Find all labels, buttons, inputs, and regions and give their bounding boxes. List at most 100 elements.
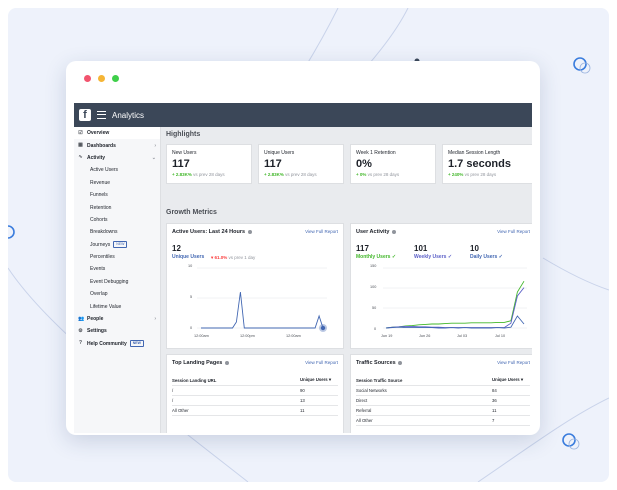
x-tick-label: 12:00am <box>194 334 209 338</box>
checkbox-icon: ☑ <box>78 129 83 136</box>
hover-marker[interactable] <box>320 325 326 331</box>
metric-value: 117 <box>264 158 282 170</box>
window-controls <box>84 75 119 82</box>
weekly-users-label[interactable]: Weekly Users ✓ <box>414 254 453 260</box>
card-title-text: Active Users: Last 24 Hours <box>172 229 246 235</box>
metric-delta: + 2.83K% vs prev 28 days <box>172 172 225 177</box>
sidebar-item-label: Lifetime Value <box>90 303 122 310</box>
y-tick-label: 0 <box>190 326 193 330</box>
table-row[interactable]: All Other 7 <box>356 416 530 426</box>
minimize-dot[interactable] <box>98 75 105 82</box>
sidebar-item-activity[interactable]: ∿ Activity ⌄ <box>74 152 160 164</box>
menu-icon[interactable] <box>97 111 106 119</box>
sidebar-item-settings[interactable]: ⚙ Settings <box>74 325 160 337</box>
card-title: Traffic Sources <box>356 360 403 366</box>
view-full-report-link[interactable]: View Full Report <box>497 360 530 365</box>
view-full-report-link[interactable]: View Full Report <box>497 229 530 234</box>
sidebar-item-label: Events <box>90 266 106 273</box>
sidebar-item-overlap[interactable]: Overlap <box>74 288 160 300</box>
sidebar-item-dashboards[interactable]: ▦ Dashboards › <box>74 139 160 151</box>
sidebar-item-label: Percentiles <box>90 254 115 261</box>
view-full-report-link[interactable]: View Full Report <box>305 229 338 234</box>
metric-card-median-session-length[interactable]: Median Session Length 1.7 seconds + 240%… <box>442 144 532 184</box>
table-cell: Referral <box>356 408 372 413</box>
column-header[interactable]: Session Traffic Source <box>356 377 403 383</box>
info-icon[interactable] <box>224 360 229 365</box>
sidebar-item-events[interactable]: Events <box>74 263 160 275</box>
table-cell: All Other <box>356 418 373 423</box>
table-cell: 11 <box>300 408 305 413</box>
table-row[interactable]: Referral 11 <box>356 406 530 416</box>
column-header[interactable]: Session Landing URL <box>172 377 217 383</box>
table-cell: / <box>172 388 174 393</box>
table-header: Session Traffic Source Unique Users ▾ <box>356 375 530 386</box>
card-title: User Activity <box>356 229 396 235</box>
sidebar-item-label: Active Users <box>90 167 119 174</box>
metric-card-new-users[interactable]: New Users 117 + 2.83K% vs prev 28 days <box>166 144 252 184</box>
table-row[interactable]: All Other 11 <box>172 406 338 416</box>
active-users-chart[interactable] <box>197 266 327 332</box>
column-header-sort[interactable]: Unique Users ▾ <box>492 377 524 382</box>
y-tick-label: 0 <box>374 327 377 331</box>
sidebar-item-people[interactable]: 👥 People › <box>74 313 160 325</box>
chevron-down-icon: ⌄ <box>151 154 156 161</box>
table-cell: Direct <box>356 398 368 403</box>
active-users-card: Active Users: Last 24 Hours View Full Re… <box>166 223 344 349</box>
delta-suffix: vs prev 28 days <box>191 172 225 177</box>
sidebar-item-help-community[interactable]: ? Help Community NEW <box>74 338 160 350</box>
people-icon: 👥 <box>78 315 85 322</box>
sidebar-item-lifetime-value[interactable]: Lifetime Value <box>74 300 160 312</box>
sidebar-item-revenue[interactable]: Revenue <box>74 177 160 189</box>
delta-value: + 240% <box>448 172 464 177</box>
sidebar-item-label: Overview <box>87 130 110 137</box>
metric-card-week1-retention[interactable]: Week 1 Retention 0% + 0% vs prev 28 days <box>350 144 436 184</box>
table-row[interactable]: / 13 <box>172 396 338 406</box>
info-icon[interactable] <box>247 229 252 234</box>
analytics-app: f Analytics ☑ Overview ▦ Dashboards › ∿ Acti… <box>74 103 532 433</box>
info-icon[interactable] <box>398 360 403 365</box>
table-cell: 7 <box>492 418 495 423</box>
sidebar-item-breakdowns[interactable]: Breakdowns <box>74 226 160 238</box>
metric-value: 117 <box>172 158 190 170</box>
view-full-report-link[interactable]: View Full Report <box>305 360 338 365</box>
series-line <box>385 315 525 329</box>
browser-window: f Analytics ☑ Overview ▦ Dashboards › ∿ Acti… <box>66 61 540 435</box>
user-activity-chart[interactable] <box>383 266 527 332</box>
sidebar-item-active-users[interactable]: Active Users <box>74 164 160 176</box>
sidebar: ☑ Overview ▦ Dashboards › ∿ Activity ⌄ Active… <box>74 127 161 433</box>
sidebar-item-label: Retention <box>90 204 112 211</box>
metric-card-unique-users[interactable]: Unique Users 117 + 2.83K% vs prev 28 day… <box>258 144 344 184</box>
close-dot[interactable] <box>84 75 91 82</box>
sidebar-item-retention[interactable]: Retention <box>74 201 160 213</box>
sidebar-item-journeys[interactable]: Journeys NEW <box>74 239 160 251</box>
sidebar-item-label: Cohorts <box>90 216 108 223</box>
sidebar-item-percentiles[interactable]: Percentiles <box>74 251 160 263</box>
table-row[interactable]: / 90 <box>172 386 338 396</box>
facebook-logo-icon[interactable]: f <box>79 109 91 121</box>
daily-users-label[interactable]: Daily Users ✓ <box>470 254 503 260</box>
sidebar-item-label: Help Community <box>87 340 127 347</box>
sidebar-item-label: Dashboards <box>87 142 116 149</box>
maximize-dot[interactable] <box>112 75 119 82</box>
weekly-users-value: 101 <box>414 244 428 253</box>
column-header-sort[interactable]: Unique Users ▾ <box>300 377 332 382</box>
table-cell: 36 <box>492 398 497 403</box>
delta-value: ▾ 61.0% <box>211 255 228 260</box>
table-row[interactable]: Social Networks 84 <box>356 386 530 396</box>
sidebar-item-cohorts[interactable]: Cohorts <box>74 214 160 226</box>
delta-value: + 0% <box>356 172 367 177</box>
x-tick-label: Jun 26 <box>419 334 431 338</box>
sidebar-item-overview[interactable]: ☑ Overview <box>74 127 160 140</box>
sidebar-item-funnels[interactable]: Funnels <box>74 189 160 201</box>
card-title-text: Traffic Sources <box>356 360 396 366</box>
sidebar-item-label: Settings <box>87 328 107 335</box>
monthly-users-label[interactable]: Monthly Users ✓ <box>356 254 397 260</box>
sidebar-item-event-debugging[interactable]: Event Debugging <box>74 276 160 288</box>
x-tick-label: Jul 10 <box>495 334 506 338</box>
x-tick-label: 12:00am <box>286 334 301 338</box>
growth-metrics-heading: Growth Metrics <box>166 209 217 216</box>
metric-delta: + 0% vs prev 28 days <box>356 172 399 177</box>
series-line <box>201 291 324 329</box>
table-row[interactable]: Direct 36 <box>356 396 530 406</box>
info-icon[interactable] <box>391 229 396 234</box>
